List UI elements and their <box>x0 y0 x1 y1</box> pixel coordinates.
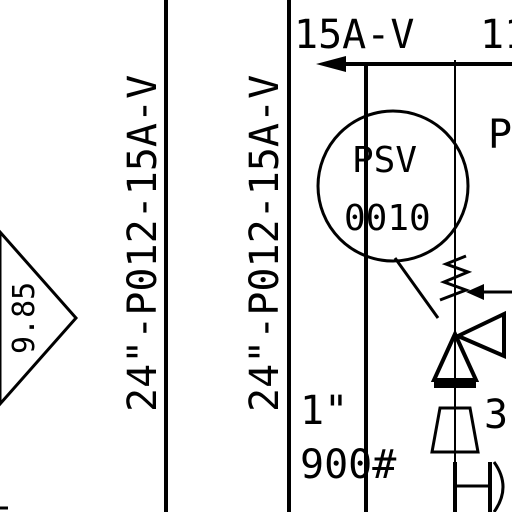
line-label-right: 24"-P012-15A-V <box>242 75 288 412</box>
psv-tag-letters: PSV <box>352 140 417 181</box>
line-label-top: 15A-V <box>294 12 414 58</box>
spring-icon <box>439 254 473 302</box>
diamond-symbol <box>0 229 79 407</box>
diamond-value: 9.85 <box>7 282 42 354</box>
valve-seat-bar <box>434 378 476 388</box>
flow-arrow-left <box>316 56 346 72</box>
line-label-top-cut: 11 <box>480 12 512 58</box>
connection-size: 1" <box>300 388 348 434</box>
psv-tag-number: 0010 <box>344 198 431 239</box>
line-label-left: 24"-P012-15A-V <box>120 75 166 412</box>
partial-label-3: 3 <box>484 392 508 438</box>
partial-label-p: P <box>488 112 512 158</box>
psv-instrument-bubble <box>316 109 470 263</box>
bubble-leader-line <box>393 257 440 319</box>
reducer-symbol <box>430 406 480 454</box>
relief-valve-side-triangle <box>453 310 506 360</box>
outlet-arrow-head <box>466 284 484 300</box>
connection-rating: 900# <box>300 442 396 488</box>
flange-cap <box>492 461 505 513</box>
